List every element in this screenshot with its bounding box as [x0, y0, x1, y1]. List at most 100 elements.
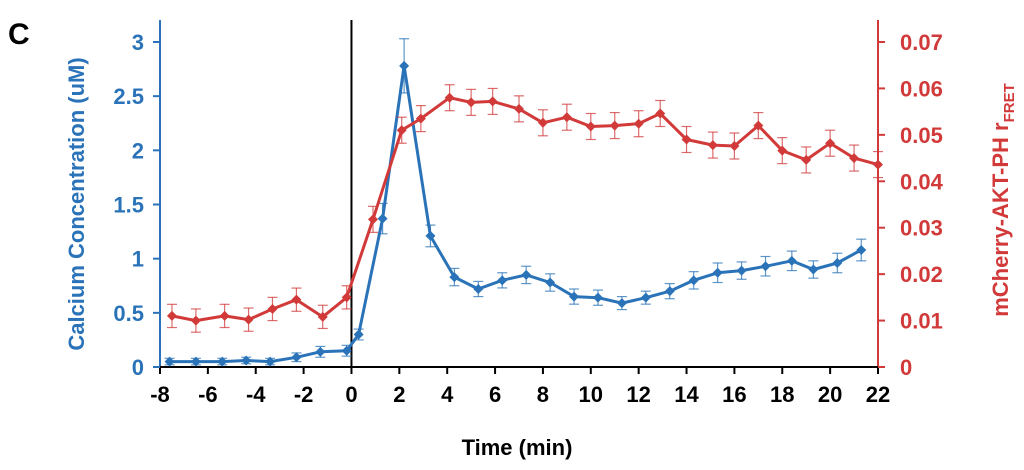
axes-layer: -8 -6 -4 -2 0 2 4 6 8 10 12 14 16 18 20 22 0 0.5 1 1.5 2 2.5 3… [113, 20, 944, 407]
calcium-point [664, 286, 675, 297]
fret-point [633, 118, 644, 129]
fret-line [171, 96, 879, 323]
fret-point [396, 125, 407, 136]
right-y-tick-label: 0.01 [900, 309, 943, 334]
x-tick-label: 20 [818, 382, 842, 407]
calcium-point [808, 264, 819, 275]
right-axis-title: mCherry-AKT-PH rFRET [988, 83, 1018, 317]
fret-point [267, 303, 278, 314]
x-tick-label: -4 [246, 382, 266, 407]
fret-point [801, 154, 812, 165]
left-axis-title: Calcium Concentration (uM) [64, 57, 89, 350]
fret-point [655, 108, 666, 119]
fret-point [317, 311, 328, 322]
fret-point [753, 120, 764, 131]
calcium-series [164, 38, 867, 367]
calcium-point [217, 356, 228, 367]
x-tick-label: 8 [537, 382, 549, 407]
calcium-point [786, 255, 797, 266]
right-y-tick-label: 0.07 [900, 30, 943, 55]
fret-point [537, 117, 548, 128]
x-tick-label: 10 [579, 382, 603, 407]
x-tick-label: 0 [345, 382, 357, 407]
calcium-point [190, 356, 201, 367]
calcium-point [425, 230, 436, 241]
x-tick-label: 6 [489, 382, 501, 407]
calcium-point [712, 267, 723, 278]
fret-point [341, 292, 352, 303]
series-layer [164, 38, 883, 367]
x-tick-label: 4 [441, 382, 454, 407]
calcium-point [616, 298, 627, 309]
fret-point [487, 96, 498, 107]
fret-series [166, 84, 883, 333]
calcium-point [291, 352, 302, 363]
fret-point [291, 294, 302, 305]
calcium-point [521, 269, 532, 280]
calcium-point [688, 275, 699, 286]
fret-point [243, 314, 254, 325]
fret-point [585, 121, 596, 132]
left-y-tick-label: 1.5 [113, 193, 144, 218]
calcium-point [473, 284, 484, 294]
x-tick-label: 14 [674, 382, 699, 407]
fret-point [707, 140, 718, 151]
left-y-tick-label: 1 [132, 247, 144, 272]
calcium-point [592, 292, 603, 303]
calcium-point [377, 213, 388, 224]
calcium-point [545, 277, 556, 288]
left-y-tick-label: 3 [132, 30, 144, 55]
x-tick-label: -6 [198, 382, 218, 407]
fret-point [466, 97, 477, 108]
left-y-tick-label: 2.5 [113, 84, 144, 109]
fret-point [514, 103, 524, 114]
fret-point [219, 310, 230, 321]
calcium-point [164, 356, 175, 367]
calcium-point [265, 356, 276, 367]
calcium-point [241, 355, 252, 366]
x-tick-label: 22 [866, 382, 890, 407]
calcium-point [497, 275, 508, 286]
right-y-tick-label: 0.04 [900, 169, 944, 194]
fret-point [681, 134, 692, 145]
x-tick-label: 2 [393, 382, 405, 407]
fret-point [166, 310, 177, 321]
x-tick-label: 16 [722, 382, 746, 407]
right-axis-title-subscript: FRET [1001, 83, 1018, 122]
fret-point [609, 120, 620, 131]
right-y-tick-label: 0.02 [900, 262, 943, 287]
right-y-tick-label: 0.03 [900, 216, 943, 241]
calcium-point [856, 245, 867, 255]
labels-layer: C Time (min) Calcium Concentration (uM) … [8, 18, 1018, 460]
right-y-tick-label: 0.05 [900, 123, 943, 148]
calcium-point [569, 291, 580, 302]
calcium-point [760, 261, 771, 272]
calcium-point [353, 329, 364, 340]
calcium-point [399, 60, 410, 71]
calcium-point [341, 345, 352, 356]
fret-point [561, 112, 572, 123]
left-y-tick-label: 2 [132, 138, 144, 163]
fret-point [873, 159, 883, 170]
left-y-tick-label: 0 [132, 355, 144, 380]
calcium-point [736, 265, 747, 276]
x-tick-label: -8 [150, 382, 170, 407]
left-y-tick-label: 0.5 [113, 301, 144, 326]
fret-point [825, 138, 836, 149]
panel-label: C [8, 18, 30, 51]
calcium-point [640, 292, 651, 303]
calcium-point [449, 272, 460, 283]
x-axis-title: Time (min) [462, 435, 573, 460]
fret-point [368, 214, 379, 225]
right-axis-title-main: mCherry-AKT-PH r [988, 122, 1013, 317]
right-y-tick-label: 0.06 [900, 76, 943, 101]
fret-point [444, 92, 455, 103]
fret-point [415, 113, 426, 124]
calcium-point [832, 258, 843, 268]
fret-point [729, 141, 740, 151]
fret-point [849, 153, 860, 164]
x-tick-label: -2 [294, 382, 314, 407]
calcium-point [315, 346, 326, 357]
fret-point [777, 145, 788, 156]
